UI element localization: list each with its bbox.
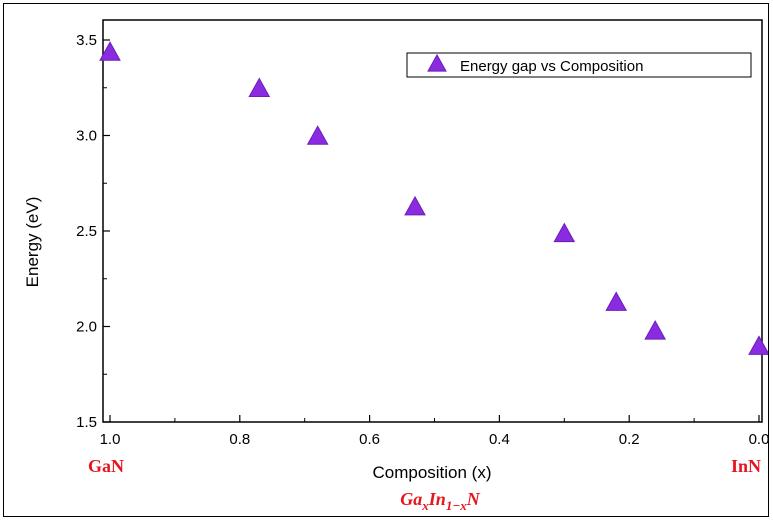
- y-tick-label-4: 3.5: [76, 32, 97, 49]
- figure-frame: [3, 3, 769, 517]
- y-tick-label-1: 2.0: [76, 319, 97, 336]
- y-tick-label-0: 1.5: [76, 414, 97, 431]
- legend-marker: [427, 53, 447, 72]
- formula-ga: Ga: [400, 489, 422, 509]
- formula-in: In: [428, 489, 446, 509]
- x-tick-label-5: 0.0: [749, 431, 770, 448]
- data-point-1: [248, 77, 271, 97]
- formula-sub-1-x: 1−x: [446, 498, 467, 513]
- x-axis-title: Composition (x): [372, 463, 491, 482]
- x-tick-label-4: 0.2: [619, 431, 640, 448]
- data-point-3: [404, 195, 426, 216]
- legend-box: [406, 52, 752, 78]
- data-point-0: [99, 41, 121, 61]
- y-axis-title: Energy (eV): [23, 197, 42, 288]
- data-point-6: [644, 320, 667, 340]
- x-tick-label-1: 0.8: [229, 431, 250, 448]
- formula-sub-x: x: [421, 498, 429, 513]
- right-end-label: InN: [731, 456, 761, 476]
- data-point-2: [306, 125, 329, 145]
- y-tick-label-2: 2.5: [76, 223, 97, 240]
- legend-label: Energy gap vs Composition: [460, 58, 643, 75]
- formula-label: GaxIn1−xN: [400, 489, 480, 513]
- x-axis-ticks: 1.0 0.8 0.6 0.4 0.2 0.0: [100, 415, 770, 448]
- left-end-label: GaN: [88, 456, 124, 476]
- x-tick-label-2: 0.6: [359, 431, 380, 448]
- legend: Energy gap vs Composition: [406, 52, 752, 78]
- data-point-7: [748, 335, 768, 355]
- data-points: [99, 41, 768, 355]
- y-tick-label-3: 3.0: [76, 128, 97, 145]
- x-tick-label-0: 1.0: [100, 431, 121, 448]
- data-point-4: [553, 222, 576, 243]
- y-axis-ticks: 1.5 2.0 2.5 3.0 3.5: [76, 32, 110, 431]
- x-tick-label-3: 0.4: [489, 431, 510, 448]
- data-point-5: [605, 291, 628, 311]
- plot-area: [102, 19, 763, 423]
- formula-n: N: [466, 489, 481, 509]
